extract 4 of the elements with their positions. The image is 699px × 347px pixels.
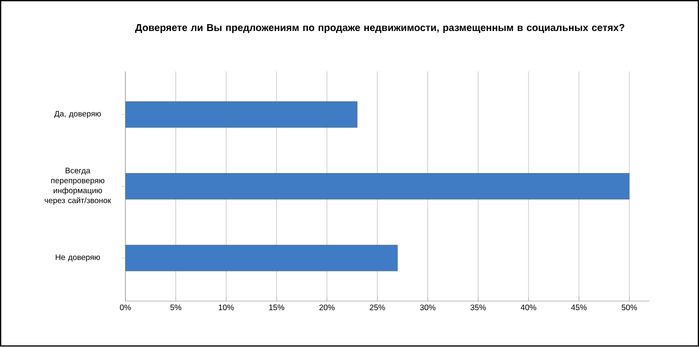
chart-title: Доверяете ли Вы предложениям по продаже недвижимости, размещенным в социальных сетях? <box>135 24 624 34</box>
bar <box>125 245 398 272</box>
bar <box>125 173 630 200</box>
bar <box>125 102 358 128</box>
